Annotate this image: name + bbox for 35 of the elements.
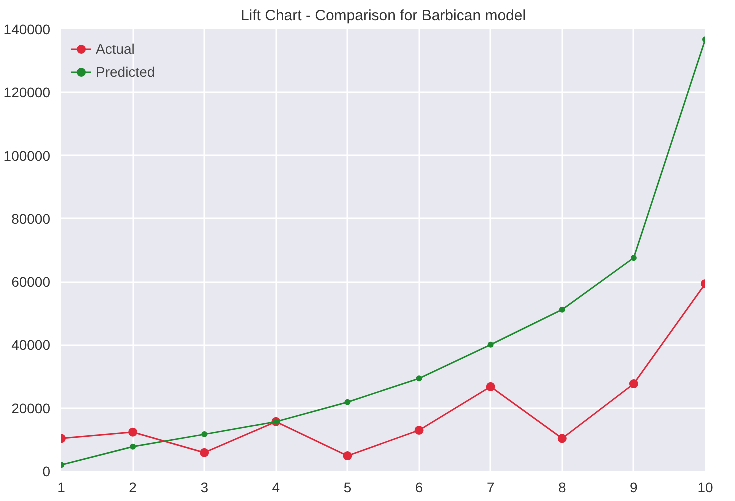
chart-title: Lift Chart - Comparison for Barbican model: [240, 8, 526, 24]
point: [128, 428, 138, 437]
point: [486, 382, 496, 392]
point: [414, 426, 424, 435]
x-tick-label: 9: [630, 480, 638, 496]
point: [416, 376, 422, 382]
y-tick-label: 80000: [12, 210, 51, 227]
y-tick-label: 20000: [12, 400, 51, 416]
point: [630, 255, 637, 262]
point: [343, 452, 352, 461]
x-tick-label: 8: [558, 480, 566, 496]
point: [200, 448, 210, 458]
x-tick-label: 3: [200, 480, 209, 496]
x-tick-label: 5: [344, 480, 352, 496]
y-tick-label: 120000: [4, 84, 51, 101]
x-tick-label: 6: [415, 480, 424, 496]
x-tick-label: 7: [486, 480, 495, 496]
y-tick-label: 60000: [12, 274, 51, 290]
point: [558, 434, 567, 444]
x-tick-label: 2: [129, 480, 138, 496]
y-tick-label: 40000: [12, 337, 51, 354]
point: [629, 380, 638, 389]
y-tick-label: 100000: [4, 148, 51, 164]
legend-label: Actual: [96, 41, 135, 57]
point: [344, 399, 351, 406]
legend-label: Predicted: [96, 64, 156, 80]
point: [488, 342, 494, 348]
x-tick-label: 1: [58, 480, 66, 496]
point: [559, 306, 566, 313]
y-tick-label: 0: [42, 464, 51, 480]
x-tick-label: 4: [272, 480, 280, 496]
point: [130, 444, 136, 450]
y-tick-label: 140000: [4, 22, 51, 38]
x-tick-label: 10: [698, 480, 714, 496]
point: [202, 432, 208, 438]
